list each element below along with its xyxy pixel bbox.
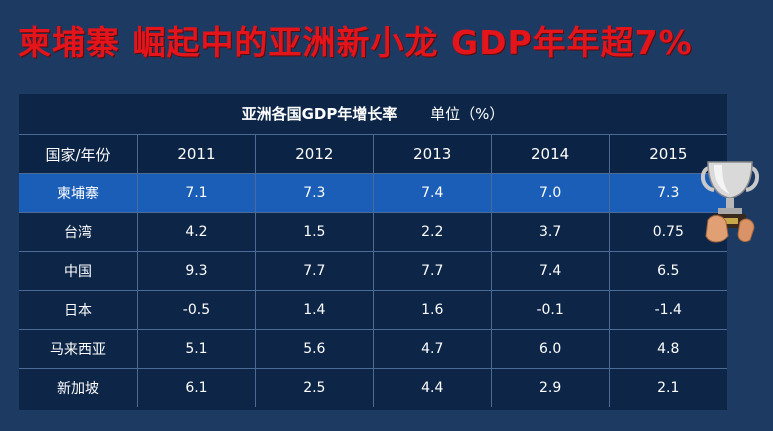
value-cell: 7.3	[609, 173, 727, 213]
header-year: 2014	[491, 135, 610, 174]
table-row: 马来西亚 5.1 5.6 4.7 6.0 4.8	[19, 329, 727, 369]
header-year: 2011	[137, 135, 256, 174]
value-cell: -0.5	[137, 290, 256, 330]
header-year: 2012	[255, 135, 374, 174]
value-cell: 2.1	[657, 380, 680, 396]
table-caption-unit: 单位（%）	[430, 105, 505, 123]
value-cell: 7.1	[137, 173, 256, 213]
value-cell: 7.7	[373, 251, 492, 291]
value-cell: 9.3	[137, 251, 256, 291]
value-cell: 6.0	[491, 329, 610, 369]
table-row: 中国 9.3 7.7 7.7 7.4 6.5	[19, 251, 727, 291]
value-cell: 2.2	[373, 212, 492, 252]
value-cell: 6.5	[609, 251, 727, 291]
value-cell: 5.1	[137, 329, 256, 369]
country-cell: 柬埔寨	[19, 173, 138, 213]
value-cell: 6.1	[137, 368, 256, 407]
value-cell: 3.7	[491, 212, 610, 252]
country-cell: 新加坡	[19, 368, 138, 407]
value-cell: 7.3	[255, 173, 374, 213]
value-cell: 4.7	[373, 329, 492, 369]
page-title: 柬埔寨 崛起中的亚洲新小龙 GDP年年超7%	[18, 23, 693, 62]
header-country-year: 国家/年份	[19, 135, 138, 174]
country-cell: 台湾	[19, 212, 138, 252]
country-cell: 马来西亚	[19, 329, 138, 369]
value-cell: 1.5	[255, 212, 374, 252]
table-header-row: 国家/年份 2011 2012 2013 2014 2015	[19, 135, 727, 174]
table-caption: 亚洲各国GDP年增长率 单位（%）	[19, 94, 727, 135]
value-cell: 7.7	[255, 251, 374, 291]
value-cell: 7.4	[491, 251, 610, 291]
gdp-table-panel: 亚洲各国GDP年增长率 单位（%） 国家/年份 2011 2012 2013 2…	[19, 94, 727, 410]
table-row: 日本 -0.5 1.4 1.6 -0.1 -1.4	[19, 290, 727, 330]
value-cell: 1.4	[255, 290, 374, 330]
value-cell: 4.4	[373, 368, 492, 407]
table-row: 新加坡 6.1 2.5 4.4 2.9 2.1	[19, 368, 727, 407]
value-cell: 7.0	[491, 173, 610, 213]
value-cell: -1.4	[609, 290, 727, 330]
table-row: 台湾 4.2 1.5 2.2 3.7 0.75	[19, 212, 727, 252]
value-cell: 2.5	[255, 368, 374, 407]
table-row: 柬埔寨 7.1 7.3 7.4 7.0 7.3	[19, 173, 727, 213]
country-cell: 日本	[19, 290, 138, 330]
gdp-table: 国家/年份 2011 2012 2013 2014 2015 柬埔寨 7.1 7.3…	[19, 135, 727, 407]
value-cell: 5.6	[255, 329, 374, 369]
country-cell: 中国	[19, 251, 138, 291]
header-year: 2013	[373, 135, 492, 174]
table-body: 柬埔寨 7.1 7.3 7.4 7.0 7.3 台湾 4.2 1.5 2.2 3.7 0.75 中国 9.…	[19, 173, 727, 407]
value-cell: -0.1	[491, 290, 610, 330]
value-cell: 4.2	[137, 212, 256, 252]
value-cell: 7.4	[373, 173, 492, 213]
value-cell: 1.6	[373, 290, 492, 330]
value-cell: 4.8	[609, 329, 727, 369]
trophy-icon	[701, 161, 759, 243]
table-caption-title: 亚洲各国GDP年增长率	[241, 105, 398, 123]
value-cell: 2.9	[491, 368, 610, 407]
